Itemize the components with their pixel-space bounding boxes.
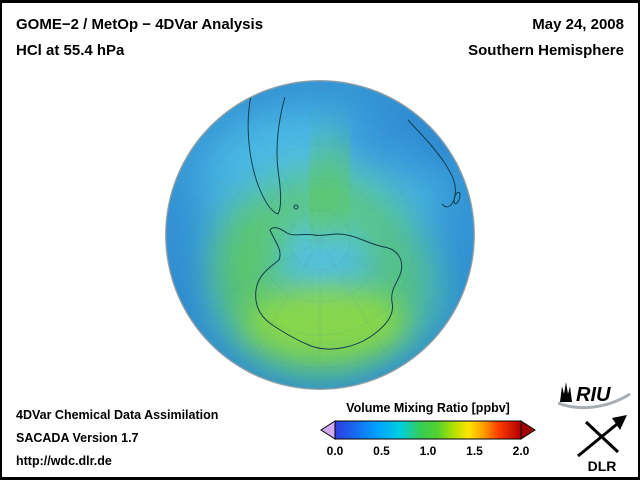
hemisphere-label: Southern Hemisphere	[468, 42, 624, 59]
coastlines	[247, 95, 461, 350]
riu-swoosh	[557, 392, 631, 410]
graticule	[166, 81, 474, 389]
island-madagascar	[453, 191, 461, 205]
colorbar-tick: 0.0	[326, 444, 344, 458]
dlr-logo: DLR	[572, 412, 634, 477]
riu-cathedral-icon	[560, 382, 572, 402]
colorbar-title: Volume Mixing Ratio [ppbv]	[346, 401, 510, 415]
header-left: GOME−2 / MetOp − 4DVar Analysis HCl at 5…	[16, 12, 263, 64]
colorbar-tick: 1.0	[419, 444, 437, 458]
colorbar-tick: 1.5	[466, 444, 483, 458]
coast-africa	[407, 119, 456, 208]
header-right: May 24, 2008 Southern Hemisphere	[468, 12, 624, 64]
dlr-logo-text: DLR	[588, 458, 617, 474]
island-falkland	[293, 204, 299, 210]
url-label: http://wdc.dlr.de	[16, 454, 112, 468]
colorbar-tick: 2.0	[512, 444, 530, 458]
dlr-arrow-icon	[577, 415, 627, 458]
date-label: May 24, 2008	[532, 16, 624, 33]
figure-subtitle: HCl at 55.4 hPa	[16, 42, 125, 59]
hemisphere-map	[165, 80, 475, 390]
mixing-ratio-field	[166, 81, 474, 389]
figure-title: GOME−2 / MetOp − 4DVar Analysis	[16, 16, 264, 33]
colorbar-tick: 0.5	[373, 444, 390, 458]
colorbar-over-range-arrow	[520, 420, 536, 440]
colorbar-gradient-bar	[334, 420, 522, 440]
coast-south-america	[247, 95, 286, 215]
riu-logo: RIU	[557, 378, 634, 417]
globe-outline	[165, 80, 475, 390]
colorbar	[320, 420, 536, 440]
version-label: SACADA Version 1.7	[16, 431, 139, 445]
assimilation-label: 4DVar Chemical Data Assimilation	[16, 408, 219, 422]
coast-antarctica	[255, 227, 403, 350]
footer-left: 4DVar Chemical Data Assimilation SACADA …	[16, 404, 218, 473]
riu-logo-text: RIU	[576, 384, 611, 406]
colorbar-under-range-arrow	[320, 420, 336, 440]
